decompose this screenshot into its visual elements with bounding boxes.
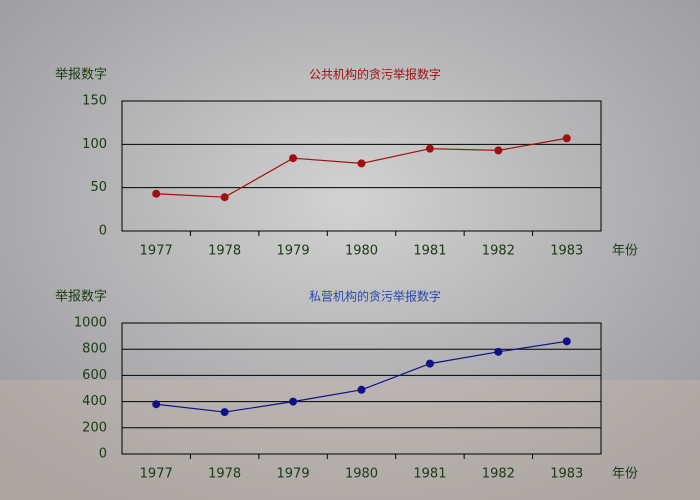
y-tick-label: 100 [82,137,107,152]
y-tick-label: 1000 [74,316,107,331]
data-point [289,397,298,406]
data-point [289,154,298,163]
data-point [562,134,571,143]
chart-title: 私营机构的贪污举报数字 [309,289,441,304]
y-tick-label: 400 [82,394,107,409]
data-point [425,359,434,368]
x-axis-label: 年份 [612,244,638,259]
data-point [494,146,503,155]
data-point [357,159,366,168]
x-tick-label: 1977 [140,244,173,259]
y-tick-label: 150 [82,94,107,109]
data-point [152,400,161,409]
y-tick-label: 0 [99,224,107,239]
y-tick-label: 200 [82,420,107,435]
y-tick-label: 0 [99,447,107,462]
y-tick-label: 800 [82,342,107,357]
data-point [220,193,229,202]
data-point [562,337,571,346]
x-tick-label: 1981 [413,467,446,482]
x-tick-label: 1978 [208,244,241,259]
plot-frame [121,322,602,455]
x-tick-label: 1983 [550,244,583,259]
x-tick-label: 1981 [413,244,446,259]
y-tick-label: 50 [90,180,107,195]
x-tick-label: 1980 [345,244,378,259]
x-tick-label: 1978 [208,467,241,482]
data-point [494,347,503,356]
x-tick-label: 1980 [345,467,378,482]
x-tick-label: 1977 [140,467,173,482]
plot-frame [121,100,602,232]
data-point [152,189,161,198]
x-tick-label: 1979 [277,467,310,482]
y-axis-label: 举报数字 [55,290,107,305]
chart-title: 公共机构的贪污举报数字 [309,67,441,82]
data-point [220,408,229,417]
data-point [425,144,434,153]
x-axis-label: 年份 [612,467,638,482]
y-tick-label: 600 [82,368,107,383]
background-band [0,380,700,500]
x-tick-label: 1982 [482,244,515,259]
x-tick-label: 1979 [277,244,310,259]
x-tick-label: 1982 [482,467,515,482]
x-tick-label: 1983 [550,467,583,482]
y-axis-label: 举报数字 [55,68,107,83]
data-point [357,385,366,394]
